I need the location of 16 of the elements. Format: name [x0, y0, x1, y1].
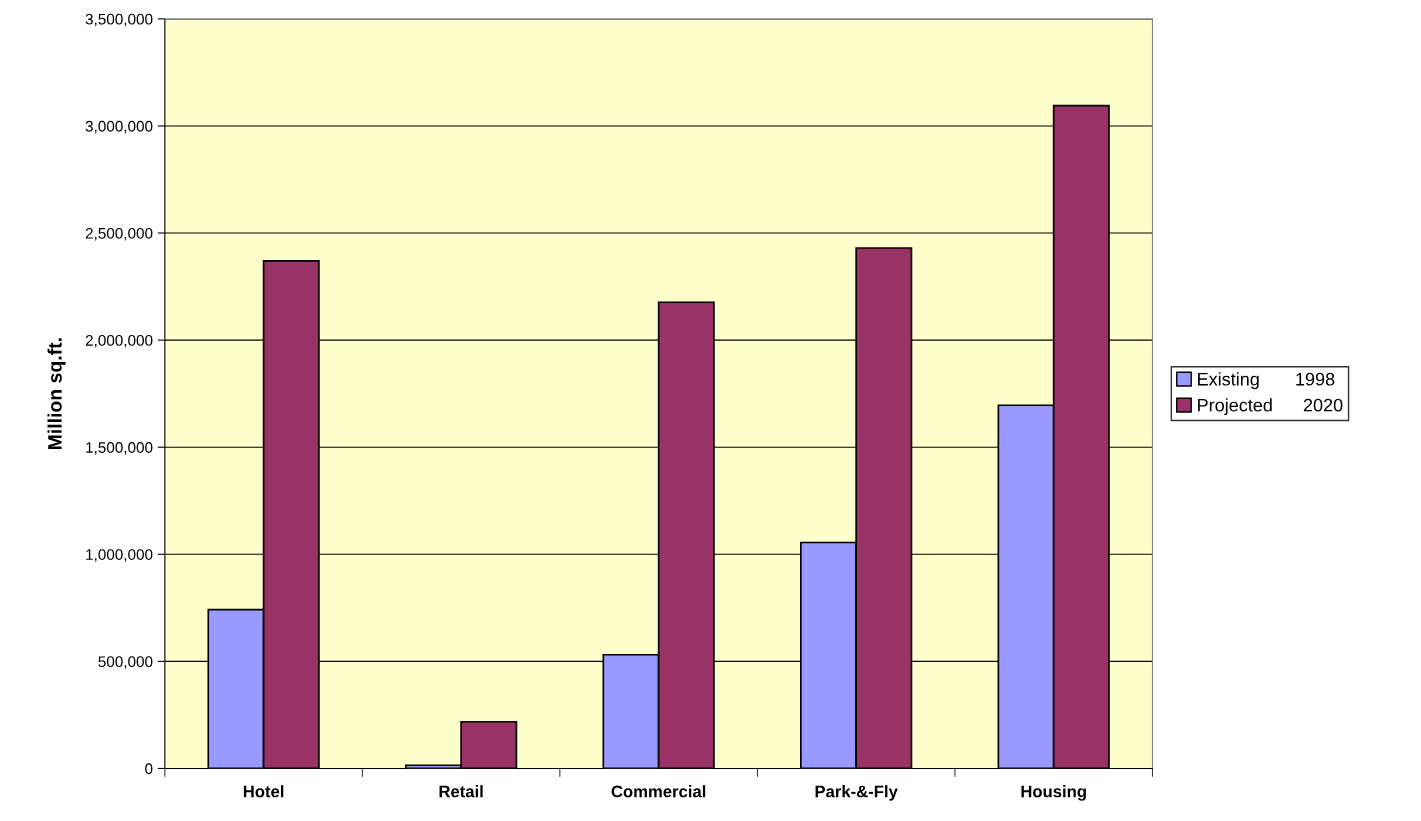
legend-label: Projected 2020 — [1198, 398, 1343, 416]
y-tick-label: 2,500,000 — [85, 227, 153, 241]
x-tick-label: Hotel — [243, 785, 284, 798]
y-tick-label: 0 — [145, 763, 153, 775]
y-tick-label: 3,500,000 — [85, 13, 153, 27]
x-tick-label: Commercial — [611, 785, 706, 798]
y-tick-label: 1,500,000 — [86, 442, 153, 455]
y-tick-label: 500,000 — [98, 656, 153, 669]
y-tick-label: 3,000,000 — [85, 120, 153, 134]
y-tick-label: 2,000,000 — [85, 335, 153, 348]
y-axis-title: Million sq.ft. — [47, 338, 66, 450]
x-tick-label: Housing — [1021, 785, 1086, 801]
y-tick-label: 1,000,000 — [86, 549, 153, 562]
legend-label: Existing 1998 — [1198, 372, 1335, 390]
x-tick-label: Park-&-Fly — [815, 785, 898, 801]
x-tick-label: Retail — [439, 785, 483, 798]
